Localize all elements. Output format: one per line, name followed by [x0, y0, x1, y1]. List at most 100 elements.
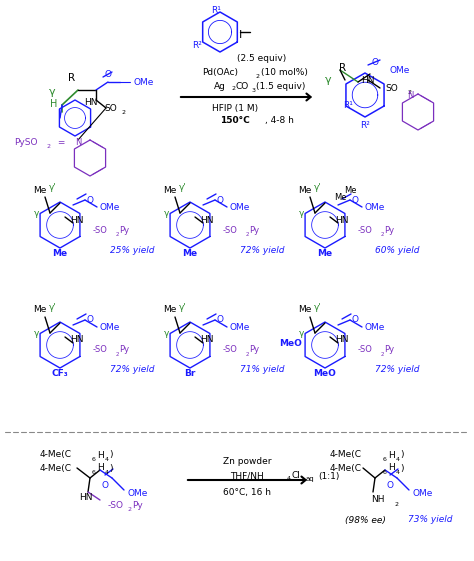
Text: 72% yield: 72% yield	[240, 246, 284, 255]
Text: HN: HN	[335, 215, 349, 224]
Text: Me: Me	[163, 306, 176, 315]
Text: N: N	[75, 137, 81, 146]
Text: γ': γ'	[314, 182, 322, 191]
Text: MeO: MeO	[279, 338, 302, 347]
Text: (1.5 equiv): (1.5 equiv)	[256, 81, 305, 90]
Text: γ: γ	[34, 209, 40, 218]
Text: H: H	[50, 99, 58, 109]
Text: Me: Me	[298, 186, 311, 195]
Text: , 4-8 h: , 4-8 h	[265, 116, 294, 125]
Text: -SO: -SO	[93, 346, 108, 355]
Text: R¹: R¹	[343, 100, 353, 109]
Text: HN: HN	[84, 98, 98, 107]
Text: OMe: OMe	[230, 323, 250, 332]
Text: -SO: -SO	[108, 500, 124, 509]
Text: 2: 2	[128, 507, 132, 512]
Text: O: O	[352, 315, 358, 324]
Text: OMe: OMe	[100, 323, 120, 332]
Text: THF/NH: THF/NH	[230, 471, 264, 481]
Text: γ: γ	[325, 75, 331, 85]
Text: γ': γ'	[179, 302, 187, 311]
Text: Py: Py	[119, 226, 129, 234]
Text: 2: 2	[122, 110, 126, 115]
Text: N: N	[407, 90, 413, 99]
Text: OMe: OMe	[390, 66, 410, 75]
Text: 2: 2	[232, 86, 236, 91]
Text: HN: HN	[200, 215, 214, 224]
Text: R²: R²	[360, 121, 370, 130]
Text: O: O	[104, 70, 111, 79]
Text: H: H	[97, 450, 104, 459]
Text: 6: 6	[383, 470, 387, 475]
Text: 4-Me(C: 4-Me(C	[40, 450, 72, 459]
Text: γ': γ'	[49, 302, 57, 311]
Text: γ: γ	[299, 329, 305, 338]
Text: 25% yield: 25% yield	[110, 246, 155, 255]
Text: Me: Me	[33, 186, 46, 195]
Text: R: R	[68, 73, 75, 83]
Text: 2: 2	[246, 352, 249, 357]
Text: γ': γ'	[49, 182, 57, 191]
Text: γ: γ	[49, 87, 55, 97]
Text: 60% yield: 60% yield	[375, 246, 419, 255]
Text: OMe: OMe	[365, 203, 385, 211]
Text: O: O	[86, 195, 93, 205]
Text: Py: Py	[249, 226, 259, 234]
Text: Me: Me	[182, 249, 198, 257]
Text: 6: 6	[383, 457, 387, 462]
Text: -SO: -SO	[358, 346, 373, 355]
Text: 2: 2	[408, 90, 412, 95]
Text: 4: 4	[287, 476, 291, 481]
Text: 60°C, 16 h: 60°C, 16 h	[223, 488, 271, 496]
Text: HFIP (1 M): HFIP (1 M)	[212, 103, 258, 113]
Text: 2: 2	[246, 232, 249, 237]
Text: R¹: R¹	[211, 6, 221, 15]
Text: (2.5 equiv): (2.5 equiv)	[237, 53, 286, 62]
Text: -SO: -SO	[223, 346, 238, 355]
Text: HN: HN	[361, 76, 375, 85]
Text: -SO: -SO	[93, 226, 108, 234]
Text: ): )	[109, 463, 112, 472]
Text: H: H	[388, 463, 395, 472]
Text: OMe: OMe	[365, 323, 385, 332]
Text: Zn powder: Zn powder	[223, 458, 271, 467]
Text: O: O	[352, 195, 358, 205]
Text: Py: Py	[384, 346, 394, 355]
Text: Me: Me	[334, 192, 346, 201]
Text: 6: 6	[92, 470, 96, 475]
Text: 4: 4	[396, 470, 400, 475]
Text: γ: γ	[34, 329, 40, 338]
Text: HN: HN	[200, 335, 214, 344]
Text: O: O	[386, 481, 393, 490]
Text: CO: CO	[236, 81, 249, 90]
Text: I: I	[239, 30, 243, 40]
Text: R: R	[339, 63, 346, 73]
Text: O: O	[217, 195, 224, 205]
Text: Me: Me	[298, 306, 311, 315]
Text: SO: SO	[105, 103, 118, 113]
Text: 72% yield: 72% yield	[110, 366, 155, 375]
Text: H: H	[388, 450, 395, 459]
Text: γ: γ	[164, 329, 170, 338]
Text: HN: HN	[70, 215, 84, 224]
Text: ): )	[400, 450, 403, 459]
Text: OMe: OMe	[100, 203, 120, 211]
Text: OMe: OMe	[134, 77, 155, 86]
Text: ): )	[109, 450, 112, 459]
Text: Py: Py	[119, 346, 129, 355]
Text: 2: 2	[256, 74, 260, 79]
Text: 4-Me(C: 4-Me(C	[330, 450, 362, 459]
Text: NH: NH	[371, 495, 385, 504]
Text: 72% yield: 72% yield	[375, 366, 419, 375]
Text: -SO: -SO	[358, 226, 373, 234]
Text: Me: Me	[344, 186, 356, 195]
Text: HN: HN	[79, 493, 93, 502]
Text: 4: 4	[105, 457, 109, 462]
Text: 4-Me(C: 4-Me(C	[40, 463, 72, 472]
Text: Pd(OAc): Pd(OAc)	[202, 67, 238, 76]
Text: H: H	[97, 463, 104, 472]
Text: (10 mol%): (10 mol%)	[261, 67, 308, 76]
Text: MeO: MeO	[314, 369, 337, 378]
Text: 2: 2	[395, 502, 399, 507]
Text: Me: Me	[33, 306, 46, 315]
